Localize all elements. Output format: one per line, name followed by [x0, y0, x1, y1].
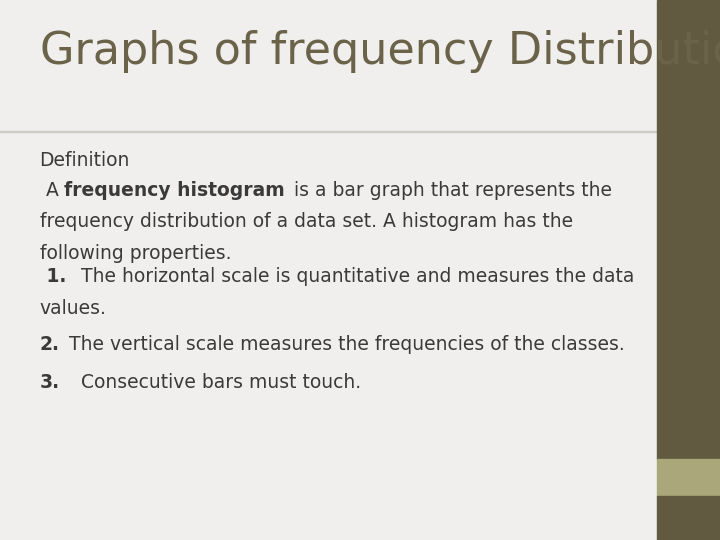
- Text: The horizontal scale is quantitative and measures the data: The horizontal scale is quantitative and…: [75, 267, 634, 286]
- Text: A: A: [40, 181, 65, 200]
- Text: frequency histogram: frequency histogram: [64, 181, 284, 200]
- Text: is a bar graph that represents the: is a bar graph that represents the: [288, 181, 612, 200]
- Text: Consecutive bars must touch.: Consecutive bars must touch.: [63, 373, 361, 392]
- Text: 2.: 2.: [40, 335, 60, 354]
- Text: frequency distribution of a data set. A histogram has the: frequency distribution of a data set. A …: [40, 212, 572, 231]
- Text: values.: values.: [40, 299, 107, 318]
- Text: following properties.: following properties.: [40, 244, 231, 262]
- Text: Graphs of frequency Distributions: Graphs of frequency Distributions: [40, 30, 720, 73]
- Text: The vertical scale measures the frequencies of the classes.: The vertical scale measures the frequenc…: [63, 335, 625, 354]
- Text: Definition: Definition: [40, 151, 130, 170]
- Text: 3.: 3.: [40, 373, 60, 392]
- Text: 1.: 1.: [40, 267, 66, 286]
